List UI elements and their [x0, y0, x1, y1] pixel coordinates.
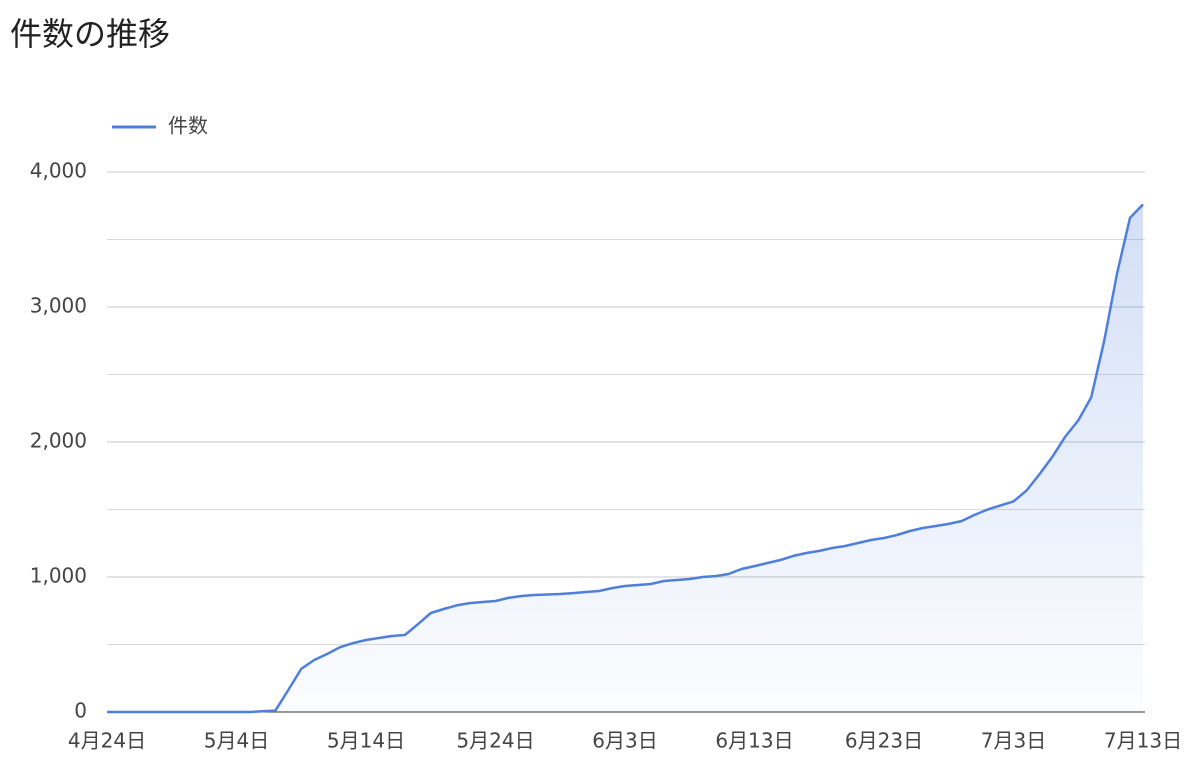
- line: [107, 203, 1144, 714]
- x-tick-label: 7月13日: [1104, 729, 1182, 753]
- x-tick-label: 6月3日: [592, 729, 657, 753]
- x-tick-label: 5月14日: [327, 729, 405, 753]
- y-tick-label: 1,000: [30, 564, 87, 588]
- y-tick-label: 4,000: [30, 159, 87, 183]
- y-tick-label: 2,000: [30, 429, 87, 453]
- y-tick-label: 3,000: [30, 294, 87, 318]
- x-tick-label: 6月13日: [715, 729, 793, 753]
- y-tick-label: 0: [74, 699, 87, 723]
- area: [107, 204, 1143, 712]
- x-tick-label: 7月3日: [981, 729, 1046, 753]
- x-tick-label: 6月23日: [845, 729, 923, 753]
- x-tick-label: 5月24日: [456, 729, 534, 753]
- x-tick-label: 4月24日: [68, 729, 146, 753]
- x-tick-label: 5月4日: [204, 729, 269, 753]
- chart-title: 件数の推移: [10, 15, 170, 53]
- legend-label: 件数: [168, 114, 208, 138]
